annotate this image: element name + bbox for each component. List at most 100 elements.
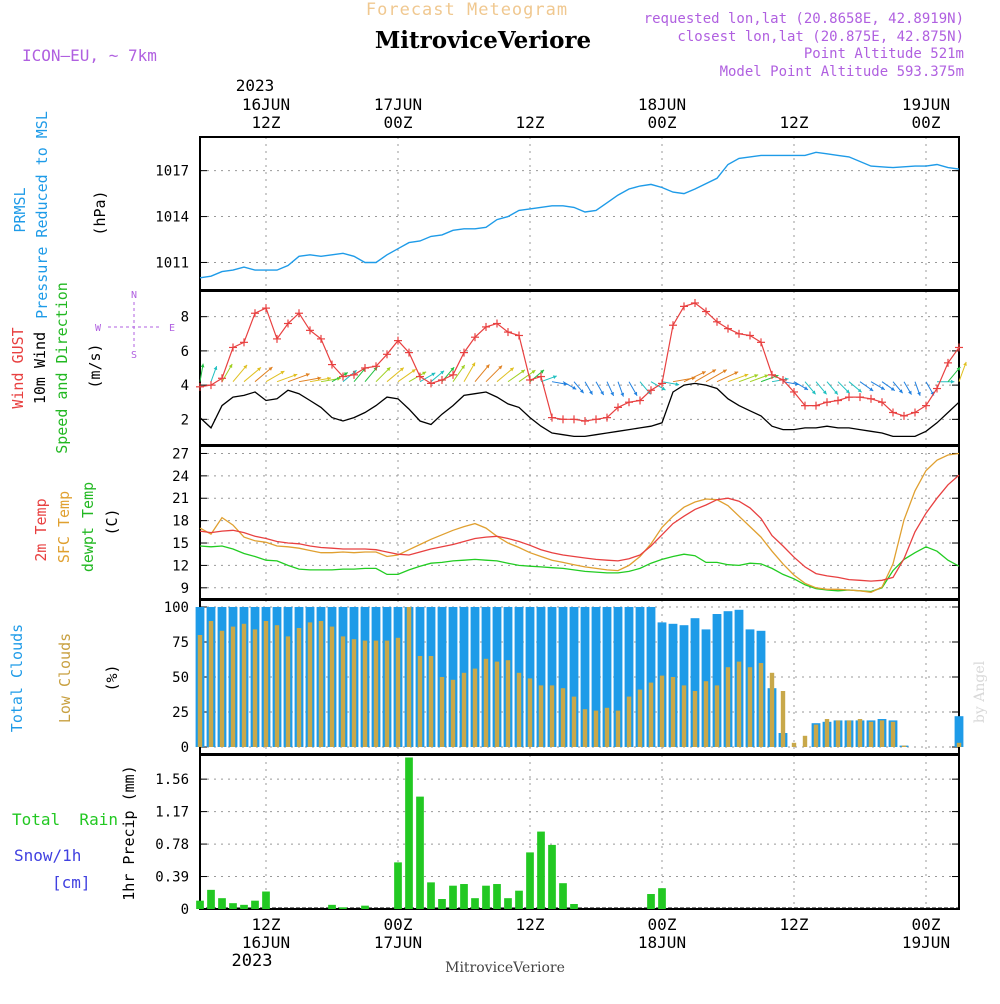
total-rain-label: Total Rain — [12, 810, 118, 829]
top-hour-label: 00Z — [384, 113, 413, 132]
wind-arrow — [694, 369, 717, 383]
bottom-day-label: 19JUN — [902, 933, 950, 952]
panel-0: 1011 1014 1017 — [155, 136, 960, 291]
y-tick-label: 1011 — [155, 255, 189, 271]
rain-bar — [427, 882, 435, 909]
wind-line — [199, 382, 960, 438]
t2m-line — [199, 474, 960, 582]
compass-n: N — [131, 290, 137, 301]
wind-arrow-head — [890, 387, 895, 391]
wind-arrow-head — [600, 390, 604, 395]
rain-bar — [460, 884, 468, 909]
low-cloud-bar — [483, 658, 489, 747]
panel-2: 9 12 15 18 21 24 27 — [172, 445, 960, 600]
wind-arrow-head — [280, 371, 285, 375]
wind-arrow-head — [661, 386, 666, 391]
low-cloud-bar — [450, 679, 456, 747]
panel-frame — [199, 445, 960, 600]
product-title: Forecast Meteogram — [366, 0, 568, 20]
y-tick-label: 75 — [172, 635, 189, 651]
wind-arrow — [727, 373, 749, 383]
prmsl-label: PRMSL — [11, 187, 29, 232]
y-tick-label: 0 — [181, 902, 189, 918]
low-cloud-bar — [439, 677, 445, 747]
wind-arrow — [386, 367, 405, 383]
wind-arrow-head — [956, 366, 961, 371]
gust-label: Wind GUST — [9, 327, 27, 408]
low-cloud-bar — [527, 678, 533, 747]
low-cloud-bar — [197, 635, 203, 747]
bottom-hour-label: 00Z — [912, 915, 941, 934]
wind-arrow-head — [845, 389, 850, 394]
wind-10m-label: 10m Wind — [31, 332, 49, 404]
compass-w: W — [95, 323, 102, 334]
snow-unit: [cm] — [52, 873, 91, 892]
wind-arrow-head — [857, 388, 862, 393]
pressure-labels: PRMSL Pressure Reduced to MSL (hPa) — [11, 111, 109, 319]
rain-bar — [515, 890, 523, 909]
wind-arrow — [397, 368, 416, 383]
low-cloud-bar — [351, 639, 357, 747]
low-cloud-bar — [868, 721, 874, 747]
rain-bar — [537, 831, 545, 909]
rain-bar — [548, 844, 556, 909]
dewpt-label: dewpt Temp — [79, 482, 97, 572]
low-cloud-bar — [230, 626, 236, 747]
low-cloud-bar — [659, 675, 665, 747]
wind-arrow-head — [450, 367, 455, 372]
wind-arrow-head — [200, 363, 205, 368]
low-cloud-bar — [549, 685, 555, 747]
low-cloud-bar — [725, 667, 731, 747]
wind-arrow-head — [498, 365, 503, 370]
low-cloud-bar — [395, 637, 401, 747]
wind-arrow-head — [869, 387, 874, 391]
bottom-hour-label: 12Z — [252, 915, 281, 934]
wind-arrow-head — [579, 389, 584, 394]
top-hour-label: 12Z — [780, 113, 809, 132]
low-cloud-bar — [406, 607, 412, 747]
wind-arrow-head — [461, 364, 465, 369]
y-tick-label: 1.56 — [155, 772, 189, 788]
wind-arrow-head — [305, 373, 310, 377]
bottom-day-label: 18JUN — [638, 933, 686, 952]
panel-3: 0 25 50 75 100 — [164, 599, 960, 756]
low-cloud-bar — [703, 681, 709, 747]
low-cloud-bar — [417, 656, 423, 747]
low-cloud-bar — [615, 710, 621, 747]
low-cloud-bar — [274, 625, 280, 747]
compass-rose: N S W E — [95, 290, 175, 361]
point-altitude: Point Altitude 521m — [804, 46, 964, 62]
wind-arrow — [716, 371, 739, 383]
compass-e: E — [169, 323, 175, 334]
low-cloud-bar — [384, 640, 390, 747]
wind-arrow-head — [317, 376, 322, 381]
wind-arrow-head — [675, 382, 680, 386]
cloud-labels: Total Clouds Low Clouds (%) — [8, 624, 121, 732]
low-cloud-bar — [681, 685, 687, 747]
y-tick-label: 0.78 — [155, 837, 189, 853]
low-cloud-bar — [285, 636, 291, 747]
wind-arrow — [243, 367, 262, 383]
wind-arrow-head — [386, 367, 391, 372]
low-cloud-bar — [901, 745, 907, 747]
wind-arrow-head — [572, 385, 577, 390]
low-cloud-bar — [692, 691, 698, 747]
bottom-hour-label: 12Z — [780, 915, 809, 934]
bottom-hour-label: 12Z — [516, 915, 545, 934]
total-clouds-label: Total Clouds — [8, 624, 26, 732]
low-cloud-bar — [296, 628, 302, 747]
wind-arrow-head — [471, 362, 476, 367]
wind-arrow — [265, 370, 285, 383]
compass-s: S — [131, 350, 137, 361]
y-tick-label: 50 — [172, 670, 189, 686]
wind-arrow-head — [213, 366, 218, 371]
bottom-hour-label: 00Z — [384, 915, 413, 934]
wind-arrow-head — [540, 369, 545, 374]
low-cloud-bar — [791, 742, 797, 747]
y-tick-label: 9 — [181, 581, 189, 597]
low-cloud-bar — [714, 685, 720, 747]
wind-arrow — [683, 371, 706, 383]
wind-arrow-head — [343, 372, 348, 376]
rain-bar — [570, 904, 578, 909]
top-hour-label: 00Z — [648, 113, 677, 132]
